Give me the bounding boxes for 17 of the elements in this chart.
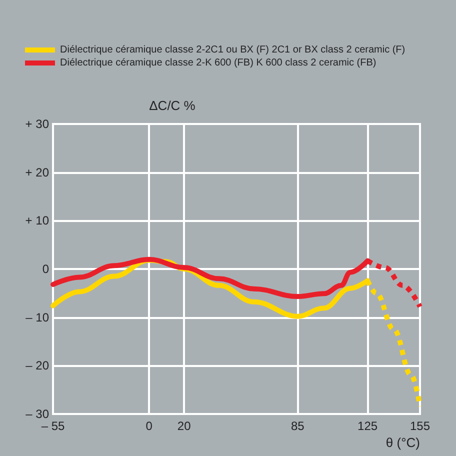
x-axis-title: θ (°C) — [386, 435, 420, 450]
x-tick-label: 155 — [410, 419, 430, 433]
y-tick-label: – 30 — [26, 407, 50, 421]
y-tick-label: – 20 — [26, 358, 50, 373]
legend-label: Diélectrique céramique classe 2-K 600 (FB) K 600 class 2 ceramic (FB) — [60, 58, 376, 68]
x-tick-label: 20 — [177, 419, 192, 433]
legend-label: Diélectrique céramique classe 2-2C1 ou BX (F) 2C1 or BX class 2 ceramic (F) — [60, 44, 406, 56]
x-tick-label: 0 — [146, 419, 153, 433]
y-axis-title: ΔC/C % — [149, 98, 196, 113]
y-tick-label: 0 — [42, 262, 50, 276]
y-tick-label: – 10 — [26, 310, 50, 324]
x-tick-label: 125 — [358, 419, 378, 433]
y-tick-label: + 10 — [25, 214, 50, 228]
x-tick-label: – 55 — [41, 419, 65, 433]
y-tick-label: + 30 — [25, 117, 50, 131]
x-tick-label: 85 — [290, 419, 305, 433]
y-tick-label: + 20 — [25, 165, 50, 180]
